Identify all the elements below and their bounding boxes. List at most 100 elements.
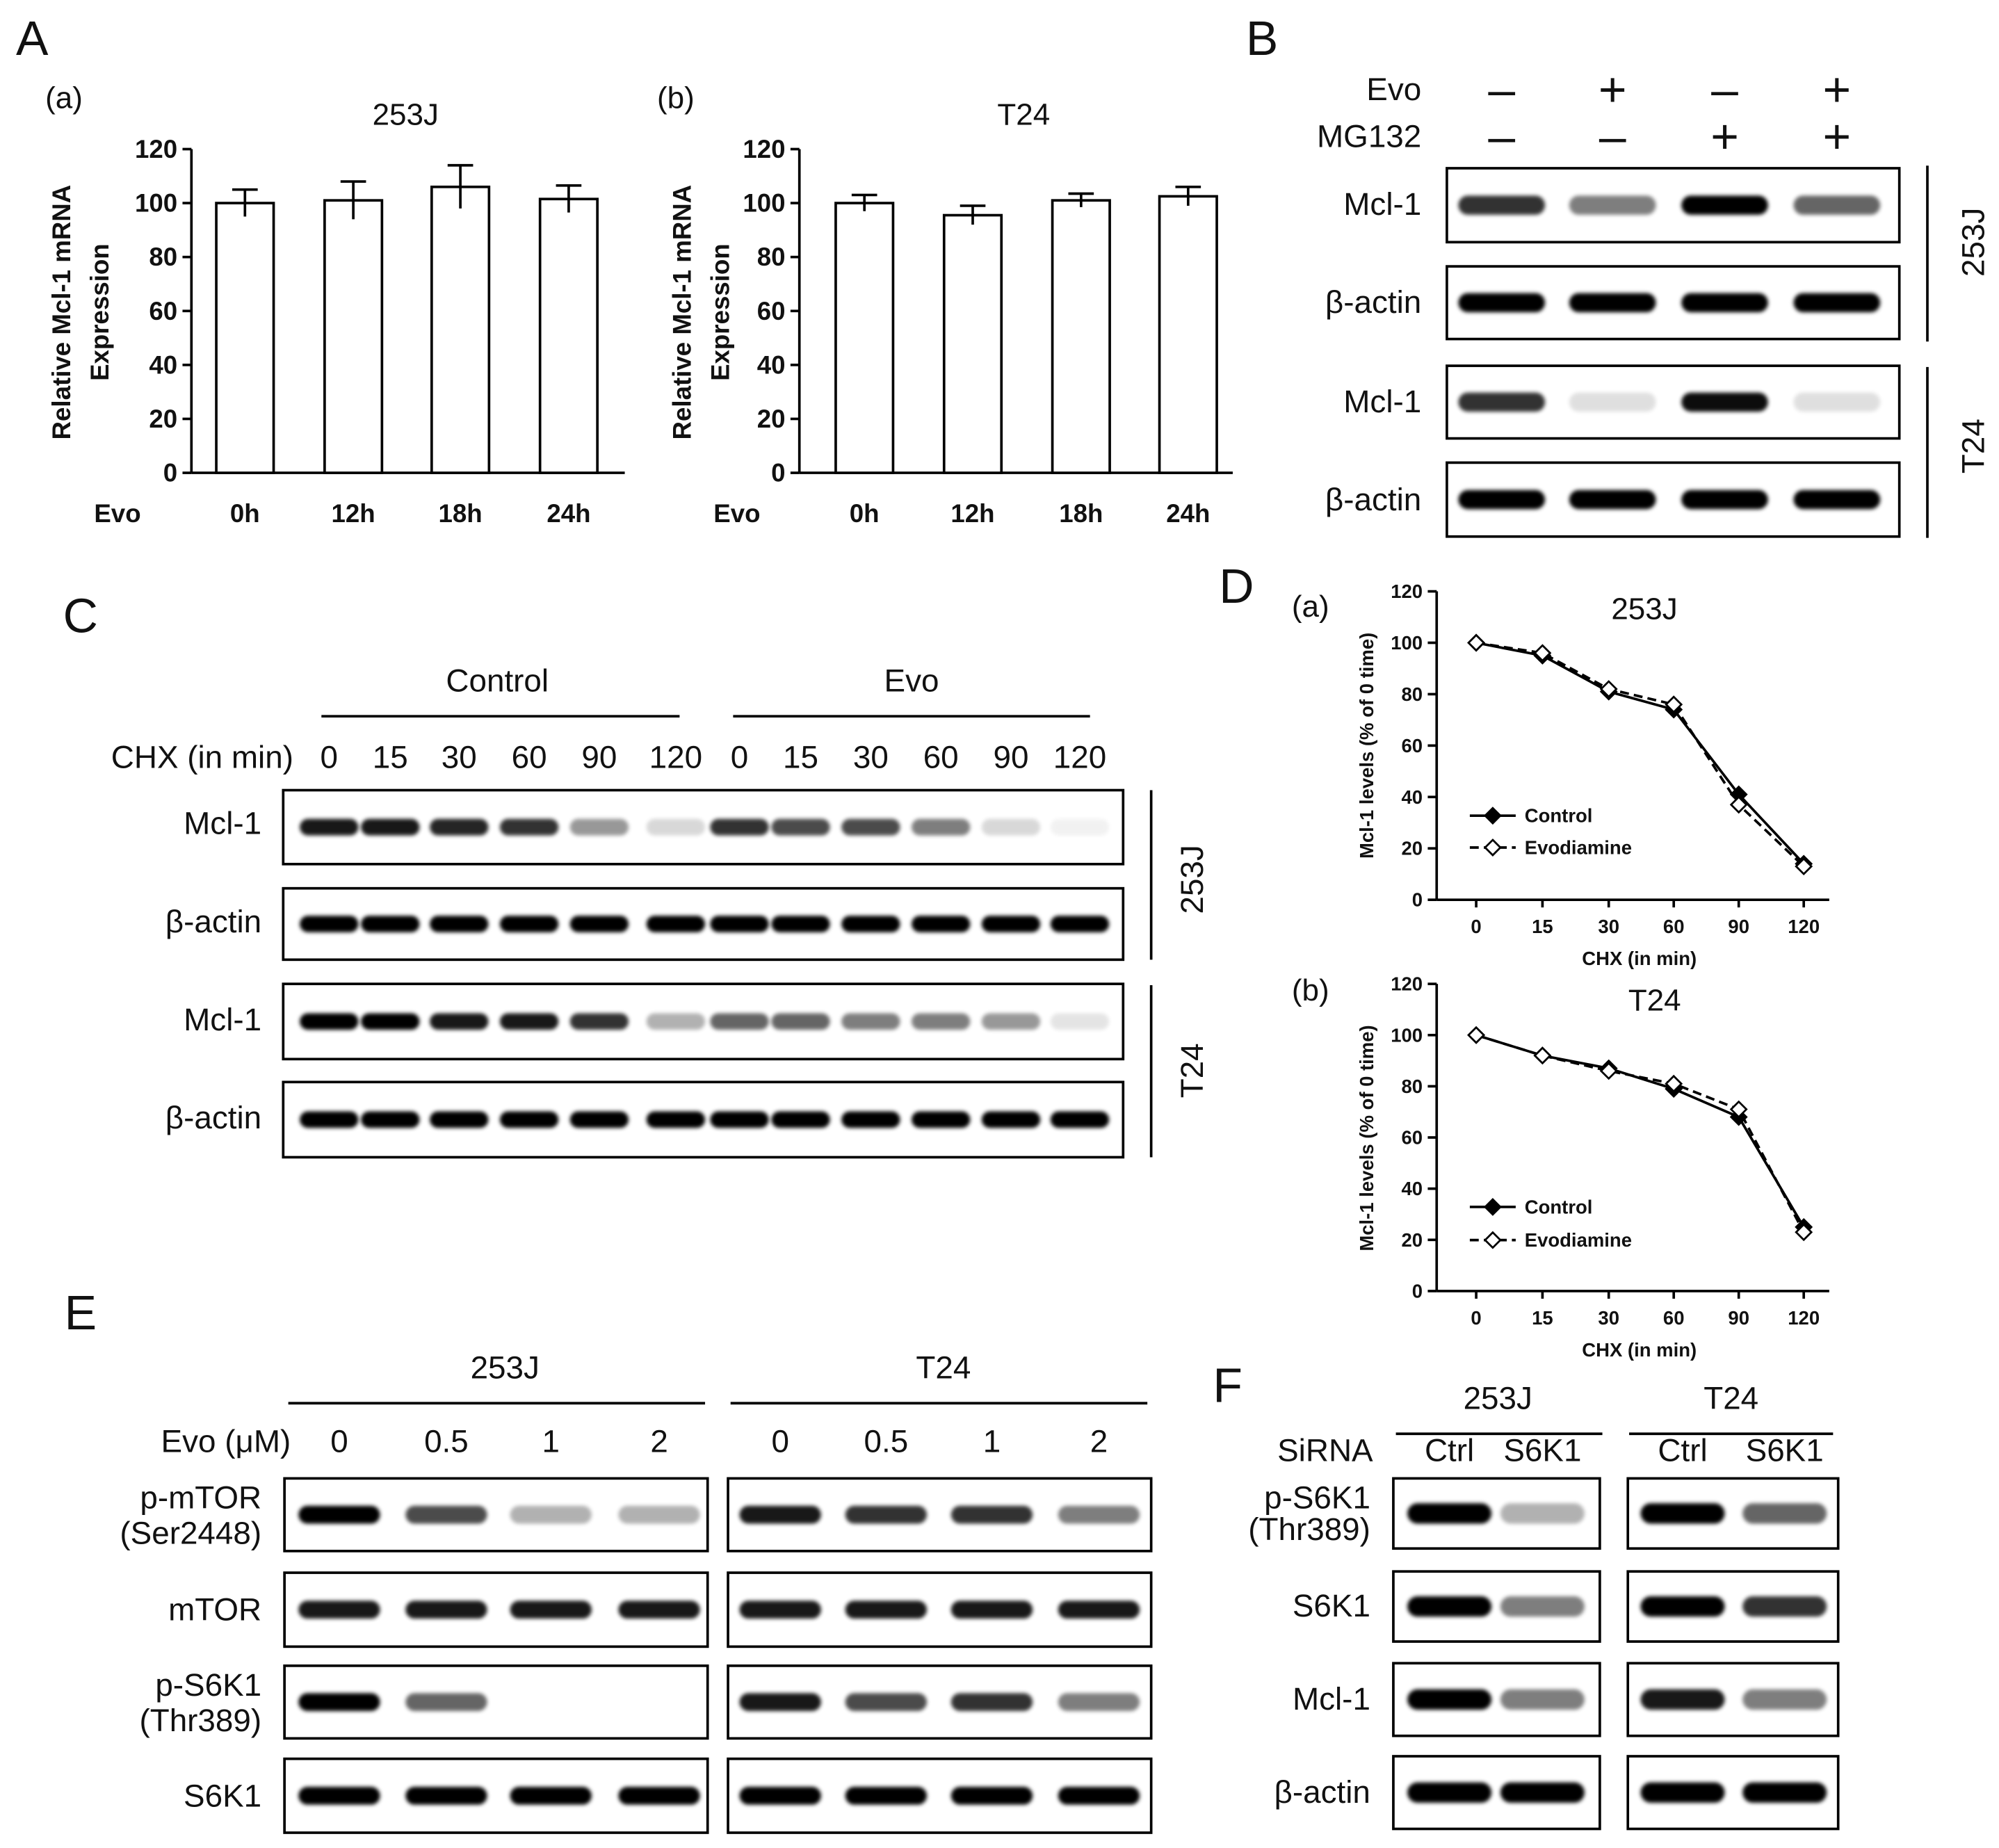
band <box>1569 195 1656 215</box>
lane-label: 120 <box>649 739 702 775</box>
treatment-sign: – <box>1599 109 1626 163</box>
lane-axis-label: CHX (in min) <box>111 739 293 775</box>
marker <box>1599 1062 1618 1080</box>
x-axis-label: CHX (in min) <box>1582 948 1697 969</box>
row-label: β-actin <box>165 904 261 939</box>
bar <box>538 197 599 474</box>
cell-line-label: 253J <box>1174 845 1210 914</box>
lane-label: 0.5 <box>424 1424 469 1459</box>
band <box>298 1787 380 1805</box>
y-tick-label: 0 <box>1412 1280 1423 1302</box>
band <box>405 1693 487 1711</box>
row-label: S6K1 <box>184 1778 261 1813</box>
band <box>1407 1782 1492 1803</box>
x-tick-label: 0h <box>230 499 260 528</box>
band <box>1500 1689 1585 1710</box>
y-tick-label: 100 <box>743 189 785 218</box>
band <box>1050 818 1110 836</box>
y-tick-label: 40 <box>149 350 177 379</box>
error-bar <box>1068 192 1094 207</box>
y-tick-label: 60 <box>1402 1127 1423 1149</box>
band <box>1681 195 1768 215</box>
band <box>841 818 900 836</box>
band <box>1458 195 1546 215</box>
band <box>912 818 971 836</box>
band <box>912 1111 971 1128</box>
x-axis-label: CHX (in min) <box>1582 1339 1697 1361</box>
band <box>1407 1596 1492 1617</box>
band <box>1050 1013 1110 1030</box>
treatment-sign: – <box>1711 62 1738 116</box>
band <box>361 1013 420 1030</box>
error-bar <box>232 188 258 217</box>
lane-label: 30 <box>853 739 889 775</box>
band <box>499 916 559 932</box>
y-tick-label: 100 <box>1391 1024 1423 1046</box>
band <box>710 1111 769 1128</box>
band <box>912 916 971 932</box>
lane-label: 1 <box>983 1424 1001 1459</box>
marker <box>1533 644 1552 663</box>
lane-label: 60 <box>512 739 547 775</box>
y-tick-label: 0 <box>163 459 177 487</box>
series-line <box>1475 641 1805 865</box>
legend-label: Evodiamine <box>1525 837 1632 859</box>
lane-label: 0 <box>330 1424 348 1459</box>
band <box>1050 916 1110 932</box>
y-tick-label: 40 <box>757 350 786 379</box>
series-line <box>1475 1034 1805 1233</box>
row-label: Mcl-1 <box>184 806 261 841</box>
marker <box>1467 633 1486 652</box>
legend-marker <box>1483 807 1502 825</box>
series-line <box>1475 641 1805 868</box>
chart-title: 253J <box>373 97 439 131</box>
band <box>1058 1693 1140 1711</box>
x-tick-label: 0 <box>1471 1307 1481 1329</box>
x-tick-label: 90 <box>1728 1307 1749 1329</box>
chart-title: 253J <box>1611 592 1677 626</box>
lane-label: 1 <box>542 1424 560 1459</box>
row-label: Mcl-1 <box>1343 186 1421 222</box>
band <box>771 818 830 836</box>
lane-label: 15 <box>373 739 408 775</box>
bar <box>1158 195 1218 474</box>
band <box>499 1013 559 1030</box>
band <box>1058 1787 1140 1805</box>
band <box>710 916 769 932</box>
band <box>510 1787 592 1805</box>
band <box>1569 293 1656 313</box>
panel-label: D <box>1219 559 1254 613</box>
row-label: Mcl-1 <box>184 1002 261 1037</box>
x-tick-label: 24h <box>547 499 590 528</box>
band <box>1058 1600 1140 1619</box>
band <box>569 916 629 932</box>
band <box>1458 293 1546 313</box>
band <box>298 1693 380 1711</box>
marker <box>1467 1026 1486 1044</box>
group-label: T24 <box>916 1349 971 1385</box>
y-tick-label: 20 <box>1402 1229 1423 1251</box>
band <box>771 1013 830 1030</box>
band <box>1458 489 1546 510</box>
band <box>739 1505 821 1524</box>
band <box>981 916 1041 932</box>
band <box>1569 392 1656 412</box>
row-label: (Thr389) <box>1248 1511 1370 1547</box>
y-tick-label: 60 <box>1402 735 1423 756</box>
band <box>646 1013 706 1030</box>
bar <box>215 202 275 474</box>
chart-panel-label: (a) <box>45 81 83 115</box>
band <box>569 818 629 836</box>
band <box>981 1111 1041 1128</box>
row-label: (Ser2448) <box>120 1516 261 1551</box>
cell-line-label: T24 <box>1955 419 1991 473</box>
cell-line-label: T24 <box>1174 1043 1210 1098</box>
band <box>1569 489 1656 510</box>
lane-label: 90 <box>994 739 1029 775</box>
band <box>430 1111 489 1128</box>
y-tick-label: 120 <box>743 135 785 163</box>
band <box>430 818 489 836</box>
x-tick-label: 90 <box>1728 916 1749 937</box>
bar <box>1051 199 1111 474</box>
marker <box>1665 1074 1683 1093</box>
